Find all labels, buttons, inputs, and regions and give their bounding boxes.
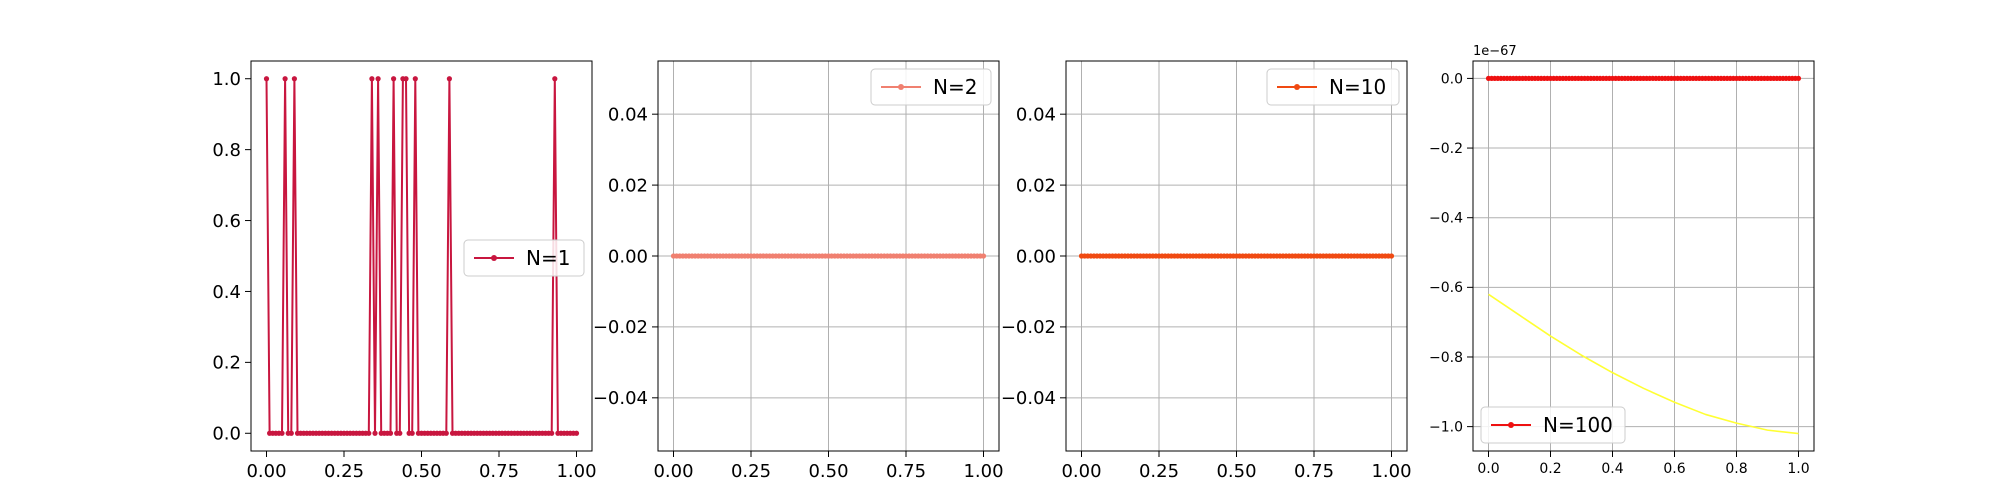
data-point [391, 76, 397, 82]
y-tick-label: −0.6 [1429, 280, 1463, 296]
chart-panel-4: 0.0 0.2 0.4 0.6 0.8 1.0 0.0 −0.2 −0.4 −0.6 −0.8 −1.… [1429, 44, 1815, 477]
series-group [1078, 253, 1395, 259]
data-point [1795, 75, 1802, 82]
data-point [549, 430, 555, 436]
chart-panel-2: 0.00 0.25 0.50 0.75 1.00 0.04 0.02 0.00 −0.02 −0.… [593, 60, 1004, 482]
chart-panel-3: 0.00 0.25 0.50 0.75 1.00 0.04 0.02 0.00 −0.02 −0.… [1001, 60, 1412, 482]
y-tick-label: −0.2 [1429, 141, 1463, 157]
data-point [375, 76, 381, 82]
legend-marker [898, 84, 904, 90]
plot-area [1473, 61, 1814, 451]
y-tick-label: 0.0 [1441, 71, 1463, 87]
data-point [552, 76, 558, 82]
y-tick-label: 1.0 [212, 69, 241, 90]
x-tick-label: 0.25 [324, 461, 364, 482]
legend-label: N=2 [933, 75, 977, 99]
series-group [670, 253, 987, 259]
x-tick-label: 1.00 [963, 461, 1003, 482]
axes-frame [657, 60, 1000, 452]
data-point [980, 253, 987, 259]
y-tick-label: −0.02 [593, 317, 648, 338]
y-tick-label: 0.0 [212, 424, 241, 445]
legend-label: N=1 [526, 246, 570, 270]
axes-frame [250, 60, 593, 452]
axes-frame [1065, 60, 1408, 452]
y-tick-label: −0.4 [1429, 211, 1463, 227]
x-tick-label: 1.00 [556, 461, 596, 482]
y-tick-label: −0.04 [593, 388, 648, 409]
data-point [403, 76, 409, 82]
y-tick-label: 0.02 [1016, 175, 1056, 196]
legend: N=100 [1480, 406, 1626, 444]
y-tick-label: −0.02 [1001, 317, 1056, 338]
legend-marker [1294, 84, 1300, 90]
data-point [1388, 253, 1395, 259]
y-tick-label: 0.4 [212, 282, 241, 303]
y-tick-label: 0.00 [608, 246, 648, 267]
axis-offset-text: 1e−67 [1473, 44, 1517, 59]
data-point [443, 430, 449, 436]
data-point [397, 430, 403, 436]
data-point [279, 430, 285, 436]
data-point [263, 76, 270, 82]
data-point [366, 430, 372, 436]
data-point [446, 76, 452, 82]
x-tick-label: 0.0 [1477, 461, 1499, 477]
y-tick-label: 0.8 [212, 140, 241, 161]
y-tick-label: −0.04 [1001, 388, 1056, 409]
y-tick-label: −1.0 [1429, 420, 1463, 436]
legend-label: N=100 [1543, 413, 1613, 437]
legend-box [870, 68, 992, 106]
chart-panel-1: 0.00 0.25 0.50 0.75 1.00 0.0 0.2 0.4 0.6 0.8 1.0 N=… [212, 60, 597, 482]
legend-marker [491, 255, 497, 261]
axes-frame [1472, 60, 1815, 452]
data-point [573, 430, 580, 436]
x-tick-label: 1.0 [1787, 461, 1809, 477]
x-tick-label: 0.25 [1139, 461, 1179, 482]
data-point [409, 430, 415, 436]
x-tick-label: 0.50 [1216, 461, 1256, 482]
legend-box [1480, 406, 1626, 444]
y-tick-label: 0.00 [1016, 246, 1056, 267]
legend-label: N=10 [1329, 75, 1386, 99]
x-tick-label: 0.75 [1294, 461, 1334, 482]
data-point [288, 430, 294, 436]
data-point [372, 430, 378, 436]
data-point [291, 76, 297, 82]
legend: N=1 [463, 239, 585, 277]
legend: N=10 [1266, 68, 1400, 106]
x-tick-label: 0.50 [808, 461, 848, 482]
series-group [263, 76, 580, 436]
y-tick-label: −0.8 [1429, 350, 1463, 366]
legend: N=2 [870, 68, 992, 106]
x-tick-label: 1.00 [1371, 461, 1411, 482]
x-tick-label: 0.2 [1539, 461, 1561, 477]
x-tick-label: 0.00 [1061, 461, 1101, 482]
legend-box [1266, 68, 1400, 106]
series-line-curve [1488, 293, 1799, 435]
series-group [1485, 75, 1802, 435]
y-tick-label: 0.04 [1016, 104, 1056, 125]
y-tick-label: 0.2 [212, 353, 241, 374]
x-tick-label: 0.75 [886, 461, 926, 482]
x-tick-label: 0.25 [731, 461, 771, 482]
data-point [387, 430, 394, 436]
data-point [369, 76, 375, 82]
y-tick-label: 0.6 [212, 211, 241, 232]
x-tick-label: 0.75 [479, 461, 519, 482]
x-tick-label: 0.4 [1601, 461, 1623, 477]
x-tick-label: 0.6 [1663, 461, 1685, 477]
x-tick-label: 0.8 [1725, 461, 1747, 477]
data-point [412, 76, 418, 82]
data-point [282, 76, 288, 82]
y-tick-label: 0.02 [608, 175, 648, 196]
y-tick-label: 0.04 [608, 104, 648, 125]
legend-box [463, 239, 585, 277]
x-tick-label: 0.00 [246, 461, 286, 482]
x-tick-label: 0.50 [401, 461, 441, 482]
x-tick-label: 0.00 [653, 461, 693, 482]
legend-marker [1508, 422, 1514, 428]
